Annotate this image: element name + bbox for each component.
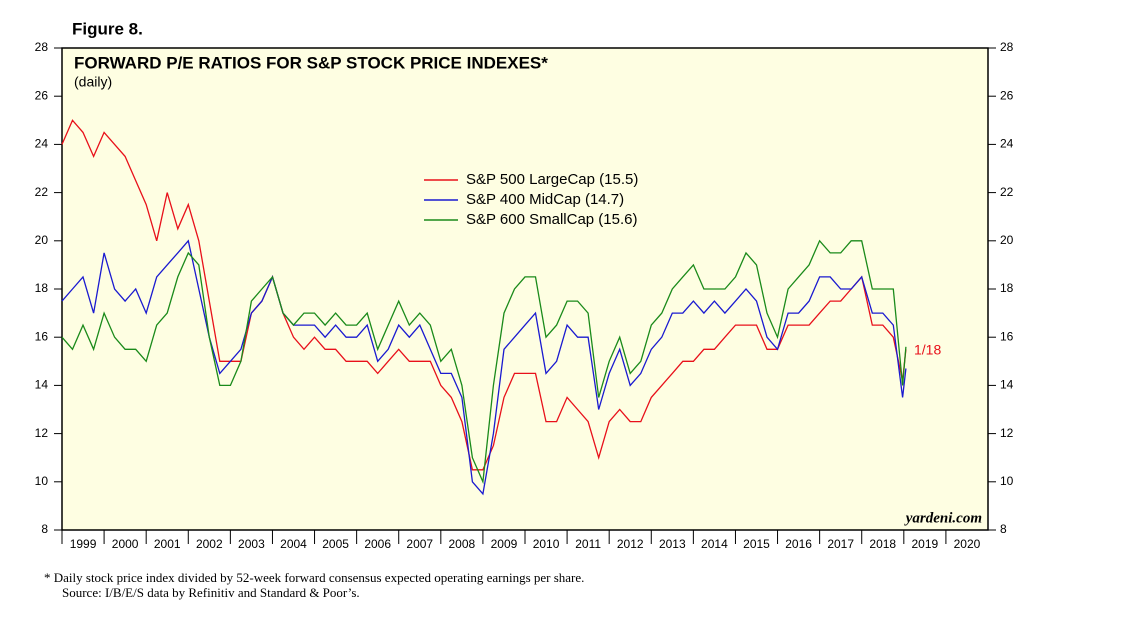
y2-tick-label: 20 — [1000, 233, 1014, 247]
legend-label: S&P 500 LargeCap (15.5) — [466, 171, 638, 188]
plot-area — [61, 47, 989, 531]
x-tick-label: 2007 — [406, 537, 433, 551]
x-tick-label: 2017 — [827, 537, 854, 551]
x-tick-label: 1999 — [70, 537, 97, 551]
x-tick-label: 2015 — [743, 537, 770, 551]
y2-tick-label: 8 — [1000, 522, 1007, 536]
y-tick-label: 14 — [35, 378, 49, 392]
y2-tick-label: 12 — [1000, 426, 1014, 440]
x-tick-label: 2018 — [869, 537, 896, 551]
watermark: yardeni.com — [904, 510, 982, 526]
y-tick-label: 18 — [35, 281, 49, 295]
y-tick-label: 24 — [35, 137, 49, 151]
x-tick-label: 2005 — [322, 537, 349, 551]
series-line — [61, 239, 907, 485]
y2-tick-label: 10 — [1000, 474, 1014, 488]
y2-tick-label: 14 — [1000, 378, 1014, 392]
y-tick-label: 12 — [35, 426, 49, 440]
y-tick-label: 26 — [35, 88, 49, 102]
x-tick-label: 2012 — [617, 537, 644, 551]
x-tick-label: 2003 — [238, 537, 265, 551]
x-tick-label: 2016 — [785, 537, 812, 551]
chart-title: FORWARD P/E RATIOS FOR S&P STOCK PRICE I… — [74, 53, 548, 72]
figure-label: Figure 8. — [72, 19, 143, 38]
source-note: Source: I/B/E/S data by Refinitiv and St… — [62, 585, 360, 600]
x-tick-label: 2006 — [364, 537, 391, 551]
legend-label: S&P 600 SmallCap (15.6) — [466, 211, 637, 228]
x-tick-label: 2008 — [449, 537, 476, 551]
y-tick-label: 20 — [35, 233, 49, 247]
x-tick-label: 2019 — [912, 537, 939, 551]
annotation: 1/18 — [914, 342, 941, 358]
legend-label: S&P 400 MidCap (14.7) — [466, 191, 624, 208]
chart-subtitle: (daily) — [74, 74, 112, 90]
x-tick-label: 2020 — [954, 537, 981, 551]
x-tick-label: 2014 — [701, 537, 728, 551]
x-tick-label: 2001 — [154, 537, 181, 551]
y-tick-label: 28 — [35, 40, 49, 54]
x-tick-label: 2011 — [575, 537, 601, 551]
y-tick-label: 8 — [41, 522, 48, 536]
x-tick-label: 2009 — [491, 537, 518, 551]
x-tick-label: 2000 — [112, 537, 139, 551]
y2-tick-label: 18 — [1000, 281, 1014, 295]
y-tick-label: 10 — [35, 474, 49, 488]
x-tick-label: 2013 — [659, 537, 686, 551]
x-tick-label: 2002 — [196, 537, 223, 551]
series-line — [61, 119, 907, 471]
y2-tick-label: 16 — [1000, 329, 1014, 343]
y2-tick-label: 22 — [1000, 185, 1014, 199]
footnote: * Daily stock price index divided by 52-… — [44, 570, 584, 585]
y-tick-label: 16 — [35, 329, 49, 343]
y2-tick-label: 26 — [1000, 88, 1014, 102]
x-tick-label: 2010 — [533, 537, 560, 551]
y-tick-label: 22 — [35, 185, 49, 199]
series-line — [61, 239, 907, 496]
x-tick-label: 2004 — [280, 537, 307, 551]
y2-tick-label: 24 — [1000, 137, 1014, 151]
y2-tick-label: 28 — [1000, 40, 1014, 54]
